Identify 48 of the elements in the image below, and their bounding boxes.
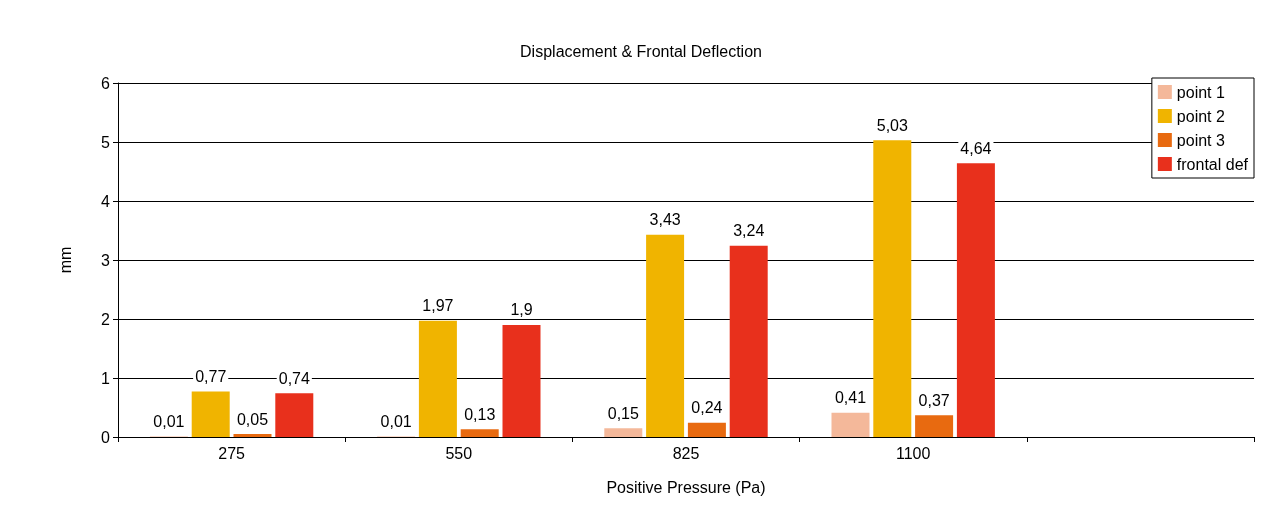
x-tick-label: 550 bbox=[445, 444, 473, 462]
data-label: 0,77 bbox=[195, 368, 227, 386]
data-label: 0,13 bbox=[464, 405, 496, 423]
data-label: 3,43 bbox=[649, 211, 681, 229]
legend-label: point 2 bbox=[1176, 107, 1225, 125]
data-label: 4,64 bbox=[960, 139, 992, 157]
bar bbox=[956, 163, 995, 437]
x-axis-title: Positive Pressure (Pa) bbox=[606, 478, 766, 496]
bar bbox=[831, 412, 870, 437]
y-axis-title: mm bbox=[56, 246, 74, 274]
y-tick-label: 5 bbox=[101, 133, 111, 151]
data-label: 0,41 bbox=[834, 389, 867, 407]
bar bbox=[873, 140, 912, 437]
legend-label: point 1 bbox=[1176, 83, 1225, 101]
bar bbox=[191, 391, 230, 437]
y-tick-label: 1 bbox=[101, 369, 111, 387]
data-label: 1,97 bbox=[422, 297, 454, 315]
legend-label: point 3 bbox=[1176, 131, 1225, 149]
bar bbox=[604, 428, 643, 437]
data-label: 0,24 bbox=[691, 399, 723, 417]
y-tick-label: 0 bbox=[101, 428, 111, 446]
bar bbox=[646, 234, 685, 437]
bar bbox=[418, 320, 457, 437]
bar bbox=[729, 245, 768, 437]
x-tick-label: 825 bbox=[672, 444, 700, 462]
data-label: 0,05 bbox=[236, 410, 269, 428]
chart-title: Displacement & Frontal Deflection bbox=[520, 42, 762, 60]
y-tick-label: 2 bbox=[101, 310, 111, 328]
bar bbox=[915, 415, 954, 437]
x-tick-label: 1100 bbox=[896, 444, 931, 462]
bar bbox=[275, 393, 314, 437]
data-label: 0,37 bbox=[918, 391, 950, 409]
data-label: 3,24 bbox=[733, 222, 765, 240]
bar bbox=[687, 422, 726, 437]
data-label: 5,03 bbox=[876, 116, 908, 134]
data-label: 0,74 bbox=[278, 369, 310, 387]
y-tick-label: 6 bbox=[101, 74, 111, 92]
legend-label: frontal def bbox=[1176, 155, 1249, 173]
bar bbox=[502, 324, 541, 437]
y-tick-label: 4 bbox=[101, 192, 111, 210]
y-tick-label: 3 bbox=[101, 251, 111, 269]
bar bbox=[233, 434, 272, 437]
data-label: 1,9 bbox=[510, 301, 533, 319]
data-label: 0,01 bbox=[153, 412, 185, 430]
x-tick-label: 275 bbox=[218, 444, 246, 462]
data-label: 0,01 bbox=[380, 412, 412, 430]
bar bbox=[460, 429, 499, 437]
data-label: 0,15 bbox=[607, 404, 639, 422]
